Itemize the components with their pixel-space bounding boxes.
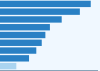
bar xyxy=(0,55,29,61)
bar xyxy=(0,16,62,22)
bar xyxy=(0,32,45,38)
bar xyxy=(0,24,50,30)
bar xyxy=(0,63,16,69)
bar xyxy=(0,40,42,46)
x-axis-line xyxy=(0,70,98,71)
bar xyxy=(0,1,91,7)
bar xyxy=(0,47,36,53)
bars xyxy=(0,1,91,70)
bar xyxy=(0,8,80,14)
chart xyxy=(0,0,100,71)
